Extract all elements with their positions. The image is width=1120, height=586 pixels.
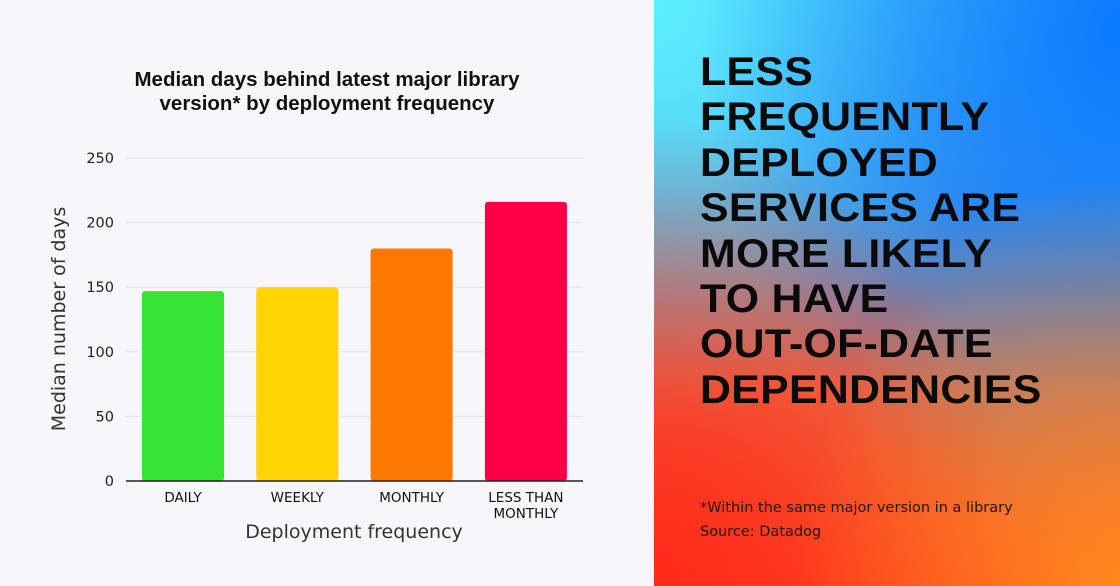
y-tick-label: 250 [86,151,114,167]
headline-line: FREQUENTLY [700,95,990,140]
chart-title-line: Median days behind latest major library [134,68,520,91]
footnote-text: *Within the same major version in a libr… [700,500,1013,516]
headline: LESS FREQUENTLY DEPLOYED SERVICES ARE MO… [700,50,1042,413]
headline-line: OUT-OF-DATE [700,322,993,367]
x-tick-label: MONTHLY [379,490,444,506]
bar [484,201,567,482]
bar [142,291,224,481]
y-tick-label: 150 [86,280,114,296]
y-tick-label: 200 [86,216,114,232]
headline-line: DEPENDENCIES [700,367,1042,412]
x-tick-label: LESS THAN [488,490,563,506]
y-tick-label: 50 [96,409,114,425]
x-tick-label: WEEKLY [271,490,325,506]
headline-panel: LESS FREQUENTLY DEPLOYED SERVICES ARE MO… [654,0,1120,586]
bars [142,201,567,482]
gradient-background [654,0,1120,586]
y-axis-title: Median number of days [48,207,70,432]
headline-line: LESS [700,50,814,94]
footnote: *Within the same major version in a libr… [700,496,1013,544]
x-tick-label: DAILY [164,490,202,506]
headline-line: MORE LIKELY [700,231,993,276]
headline-line: TO HAVE [700,277,889,322]
headline-line: DEPLOYED [700,140,939,185]
y-tick-label: 100 [86,345,114,361]
x-axis-title: Deployment frequency [245,521,463,543]
y-tick-label: 0 [105,474,114,490]
headline-line: SERVICES ARE [700,186,1021,231]
chart-panel: Median days behind latest major library v… [48,68,583,543]
bar [256,287,339,481]
chart-title-line: version* by deployment frequency [160,92,496,115]
y-axis-ticks: 0 50 100 150 200 250 [86,151,114,490]
bar [370,248,453,481]
x-tick-label: MONTHLY [494,506,559,522]
bar-chart: Median days behind latest major libraryv… [48,68,583,543]
chart-title: Median days behind latest major libraryv… [134,68,520,115]
source-text: Source: Datadog [700,524,822,540]
